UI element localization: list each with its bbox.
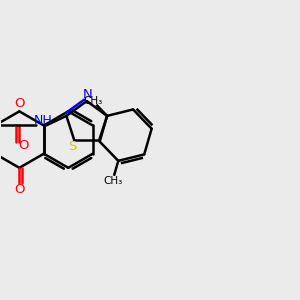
Text: O: O xyxy=(14,183,25,196)
Text: NH: NH xyxy=(34,114,52,127)
Text: O: O xyxy=(19,139,29,152)
Text: O: O xyxy=(14,97,25,110)
Text: S: S xyxy=(68,140,77,153)
Text: CH₃: CH₃ xyxy=(103,176,122,186)
Text: CH₃: CH₃ xyxy=(83,96,102,106)
Text: N: N xyxy=(83,88,92,101)
